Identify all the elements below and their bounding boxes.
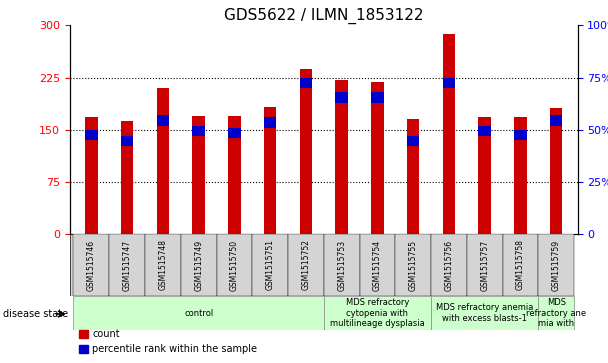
Bar	[514, 117, 527, 234]
Bar	[145, 234, 181, 296]
Bar	[300, 78, 312, 88]
Bar	[216, 234, 252, 296]
Text: GSM1515758: GSM1515758	[516, 240, 525, 290]
Bar	[478, 126, 491, 136]
Text: GSM1515757: GSM1515757	[480, 240, 489, 290]
Bar	[264, 117, 277, 128]
Text: GSM1515746: GSM1515746	[87, 240, 96, 290]
Bar	[252, 234, 288, 296]
Text: GSM1515759: GSM1515759	[551, 240, 561, 290]
Bar	[157, 88, 169, 234]
Text: GSM1515747: GSM1515747	[123, 240, 131, 290]
Text: GSM1515751: GSM1515751	[266, 240, 275, 290]
Bar	[550, 115, 562, 126]
Bar	[359, 234, 395, 296]
Bar	[109, 234, 145, 296]
Bar	[300, 69, 312, 234]
Bar	[192, 116, 205, 234]
Bar	[85, 117, 98, 234]
Bar	[192, 126, 205, 136]
Bar	[538, 296, 574, 330]
Text: GSM1515755: GSM1515755	[409, 240, 418, 290]
Bar	[264, 107, 277, 234]
Text: GSM1515754: GSM1515754	[373, 240, 382, 290]
Bar	[121, 121, 133, 234]
Bar	[228, 128, 241, 138]
Bar	[74, 296, 323, 330]
Bar	[407, 119, 420, 234]
Title: GDS5622 / ILMN_1853122: GDS5622 / ILMN_1853122	[224, 8, 424, 24]
Bar	[336, 92, 348, 103]
Bar	[336, 80, 348, 234]
Bar	[85, 130, 98, 140]
Bar	[443, 34, 455, 234]
Bar	[228, 116, 241, 234]
Text: GSM1515753: GSM1515753	[337, 240, 346, 290]
Bar	[407, 136, 420, 147]
Bar	[431, 234, 467, 296]
Text: MDS refractory
cytopenia with
multilineage dysplasia: MDS refractory cytopenia with multilinea…	[330, 298, 425, 328]
Bar	[395, 234, 431, 296]
Bar	[371, 82, 384, 234]
Bar	[514, 130, 527, 140]
Bar	[181, 234, 216, 296]
Bar	[503, 234, 538, 296]
Text: GSM1515750: GSM1515750	[230, 240, 239, 290]
Text: disease state: disease state	[3, 309, 68, 319]
Bar	[550, 107, 562, 234]
Text: GSM1515756: GSM1515756	[444, 240, 454, 290]
Text: GSM1515752: GSM1515752	[302, 240, 310, 290]
Text: control: control	[184, 309, 213, 318]
Bar	[538, 234, 574, 296]
Text: GSM1515749: GSM1515749	[194, 240, 203, 290]
Bar	[121, 136, 133, 147]
Text: MDS
refractory ane
mia with: MDS refractory ane mia with	[526, 298, 586, 328]
Bar	[288, 234, 324, 296]
Text: MDS refractory anemia
with excess blasts-1: MDS refractory anemia with excess blasts…	[436, 303, 533, 323]
Bar	[467, 234, 503, 296]
Bar	[324, 296, 431, 330]
Bar	[371, 92, 384, 103]
Text: GSM1515748: GSM1515748	[158, 240, 167, 290]
Bar	[74, 234, 109, 296]
Legend: count, percentile rank within the sample: count, percentile rank within the sample	[75, 326, 261, 358]
Bar	[157, 115, 169, 126]
Bar	[431, 296, 538, 330]
Bar	[443, 78, 455, 88]
Bar	[478, 117, 491, 234]
Bar	[324, 234, 359, 296]
